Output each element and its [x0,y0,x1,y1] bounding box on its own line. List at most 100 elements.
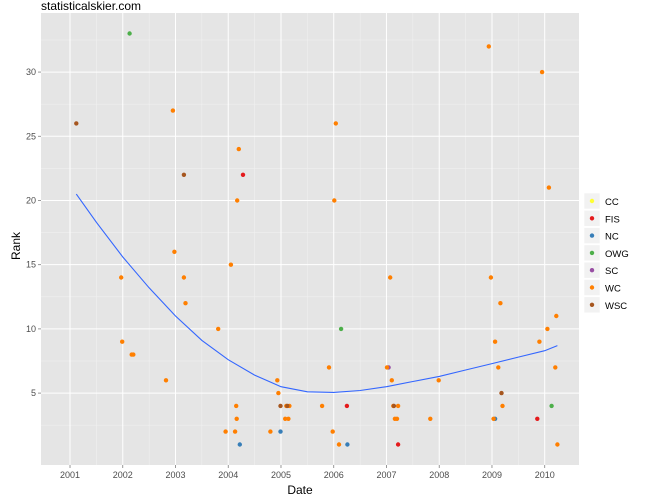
point-wc [492,339,498,344]
x-axis-title: Date [287,483,313,497]
point-wc [388,275,393,280]
point-nc [237,442,242,447]
point-wc [332,198,337,203]
point-wc [172,249,177,254]
point-wc [170,108,176,113]
x-tick-label: 2003 [165,470,185,480]
point-wc [275,378,280,383]
point-fis [240,172,246,177]
y-tick-label: 20 [26,195,36,205]
point-wc [330,429,335,434]
x-axis-ticks: 2001 2002 2003 2004 2005 2006 2007 2008 2009 2010 [60,465,555,480]
point-wc [283,416,288,421]
point-wsc [499,390,504,396]
point-wc [223,429,228,434]
point-wc [488,275,494,280]
x-tick-label: 2002 [113,470,133,480]
x-tick-label: 2007 [376,470,396,480]
grid-lines [41,13,579,465]
point-wc [554,313,559,319]
point-wc [389,378,394,383]
point-wc [491,416,496,421]
point-wc [120,339,125,344]
legend-swatch-cc [589,198,595,204]
legend-swatch-sc [589,268,595,273]
point-wc [235,198,240,203]
point-wc [537,339,542,344]
point-wc [234,416,239,421]
y-tick-label: 5 [31,388,36,398]
x-tick-label: 2010 [535,470,555,480]
legend-label-wc: WC [605,284,621,295]
data-points [74,31,560,447]
point-wsc [391,403,397,409]
y-tick-label: 30 [26,67,36,77]
legend-swatch-owg [589,250,595,256]
y-tick-label: 10 [26,324,36,334]
point-fis [535,416,540,421]
point-wc [236,146,241,152]
point-fis [344,403,350,409]
point-wc [216,326,221,332]
legend-swatch-wc [589,285,595,290]
point-wc [319,403,325,409]
point-fis [395,442,401,447]
point-wc [394,416,400,421]
x-tick-label: 2004 [218,470,238,480]
point-wc [234,403,239,409]
point-nc [278,429,283,434]
point-wc [545,326,550,332]
point-wc [232,429,238,434]
point-wsc [285,403,290,409]
point-wsc [181,172,187,177]
legend-label-wsc: WSC [605,301,627,312]
point-wc [496,365,501,370]
point-wc [333,121,338,126]
legend-swatch-nc [589,233,595,238]
point-wc [436,378,441,383]
point-wc [384,365,390,370]
legend-label-sc: SC [605,266,618,277]
point-wc [486,44,491,49]
legend-label-fis: FIS [605,214,620,225]
x-tick-label: 2009 [482,470,502,480]
x-tick-label: 2006 [324,470,344,480]
y-axis-ticks: 5 10 15 20 25 30 [26,67,41,398]
point-wc [555,442,560,447]
trend-line-layer [75,193,558,393]
point-wc [395,403,401,409]
point-wc [326,365,332,370]
point-owg [338,326,344,332]
legend-label-owg: OWG [605,249,629,260]
point-owg [127,31,132,36]
point-wc [131,352,136,357]
point-owg [549,403,554,409]
y-axis-title: Rank [9,231,23,260]
point-wc [276,390,281,396]
point-wc [546,185,552,190]
trend-line [75,193,558,393]
chart-title: statisticalskier.com [41,0,141,13]
point-wc [553,365,558,370]
point-wc [539,69,545,75]
x-tick-label: 2008 [429,470,449,480]
point-wc [336,442,342,447]
y-tick-label: 15 [26,260,36,270]
point-wsc [74,121,79,126]
point-nc [345,442,350,447]
point-wc [286,416,291,421]
point-wsc [278,403,283,409]
point-wc [268,429,273,434]
point-wc [163,378,169,383]
legend-swatch-wsc [589,302,595,307]
x-tick-label: 2005 [271,470,291,480]
y-tick-label: 25 [26,131,36,141]
plot-panel [41,13,579,465]
legend-label-cc: CC [605,197,619,208]
point-wc [500,403,505,409]
point-wc [428,416,433,421]
x-tick-label: 2001 [60,470,80,480]
point-wc [119,275,124,280]
point-wc [181,275,187,280]
